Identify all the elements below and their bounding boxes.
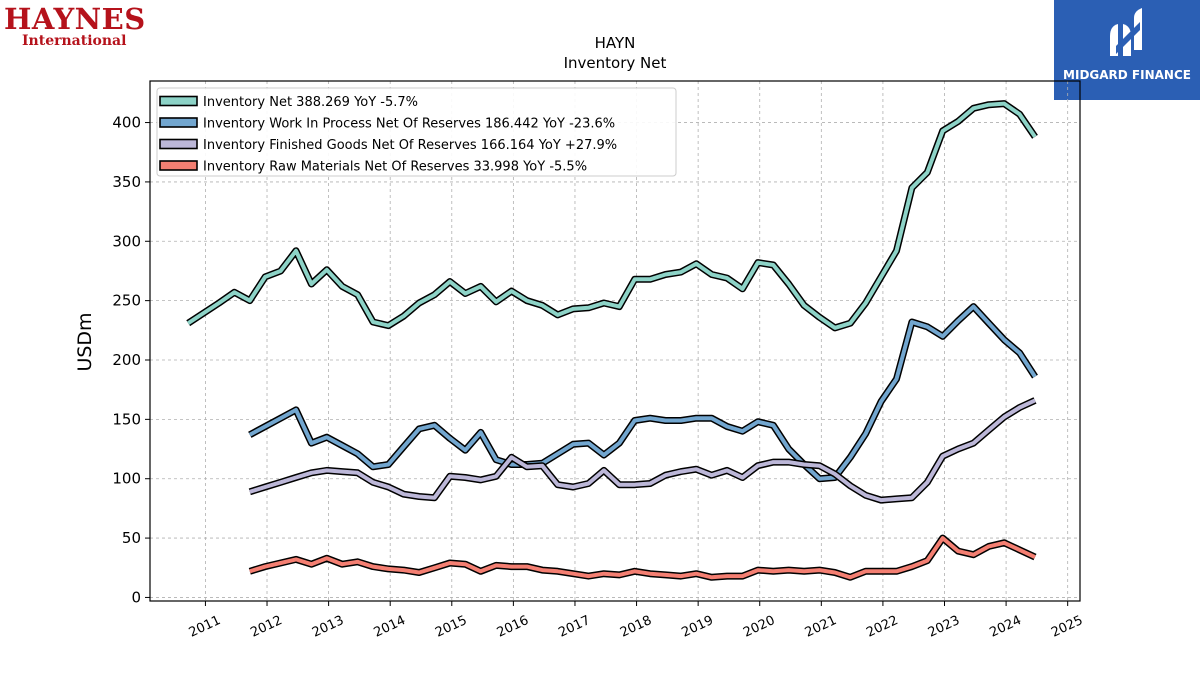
legend-swatch (159, 117, 198, 128)
x-tick-label: 2016 (495, 613, 531, 641)
series-line (248, 303, 1038, 483)
series-stroke (187, 101, 1037, 330)
x-tick-label: 2023 (926, 613, 962, 641)
x-tick-label: 2021 (803, 613, 839, 641)
brand-subname: International (22, 33, 127, 49)
legend: Inventory Net 388.269 YoY -5.7% Inventory… (156, 87, 677, 177)
x-tick-label: 2015 (433, 613, 469, 641)
x-tick-label: 2024 (987, 613, 1023, 641)
series-stroke (248, 304, 1037, 481)
legend-label: Inventory Raw Materials Net Of Reserves … (203, 160, 587, 175)
plot-frame (149, 80, 1081, 602)
y-tick-label: 100 (112, 470, 141, 488)
series-outline (248, 303, 1038, 483)
y-axis-label: USDm (74, 312, 96, 371)
y-tick-label: 250 (112, 292, 141, 310)
brand-name: HAYNES (4, 2, 146, 36)
y-tick-label: 0 (131, 588, 141, 606)
legend-box (156, 87, 677, 177)
axis-ticks: 2011 2012 2013 2014 2015 2016 2017 2018 2019 2020… (112, 114, 1085, 641)
x-tick-label: 2017 (556, 613, 592, 641)
x-tick-label: 2020 (741, 613, 777, 641)
legend-swatch (159, 138, 198, 150)
y-tick-label: 350 (112, 173, 141, 191)
series-stroke (249, 398, 1036, 503)
x-tick-label: 2011 (187, 613, 223, 641)
series-line (248, 534, 1037, 581)
series-stroke (249, 536, 1036, 580)
x-tick-label: 2022 (864, 613, 900, 641)
y-tick-label: 200 (112, 351, 141, 369)
x-tick-label: 2012 (248, 613, 284, 641)
y-tick-label: 150 (112, 410, 141, 428)
legend-swatch (159, 95, 198, 107)
legend-label: Inventory Net 388.269 YoY -5.7% (203, 95, 418, 110)
x-tick-label: 2019 (680, 613, 716, 641)
x-tick-label: 2025 (1049, 613, 1085, 641)
series-lines (186, 100, 1038, 581)
y-tick-label: 300 (112, 232, 141, 250)
x-tick-label: 2018 (618, 613, 654, 641)
series-line (186, 100, 1038, 332)
midgard-emblem-icon (1110, 8, 1142, 56)
midgard-finance-logo: MIDGARD FINANCE (1054, 0, 1200, 100)
legend-label: Inventory Work In Process Net Of Reserve… (203, 117, 615, 132)
series-line (248, 397, 1037, 504)
legend-label: Inventory Finished Goods Net Of Reserves… (203, 138, 617, 153)
partner-name: MIDGARD FINANCE (1063, 68, 1191, 82)
legend-swatch (159, 160, 198, 171)
chart-subtitle: Inventory Net (564, 54, 667, 72)
y-tick-label: 400 (112, 114, 141, 132)
haynes-logo: HAYNES International (4, 4, 164, 50)
y-tick-label: 50 (122, 529, 141, 547)
chart-title: HAYN (595, 34, 636, 52)
x-tick-label: 2013 (310, 613, 346, 641)
x-tick-label: 2014 (372, 613, 408, 641)
